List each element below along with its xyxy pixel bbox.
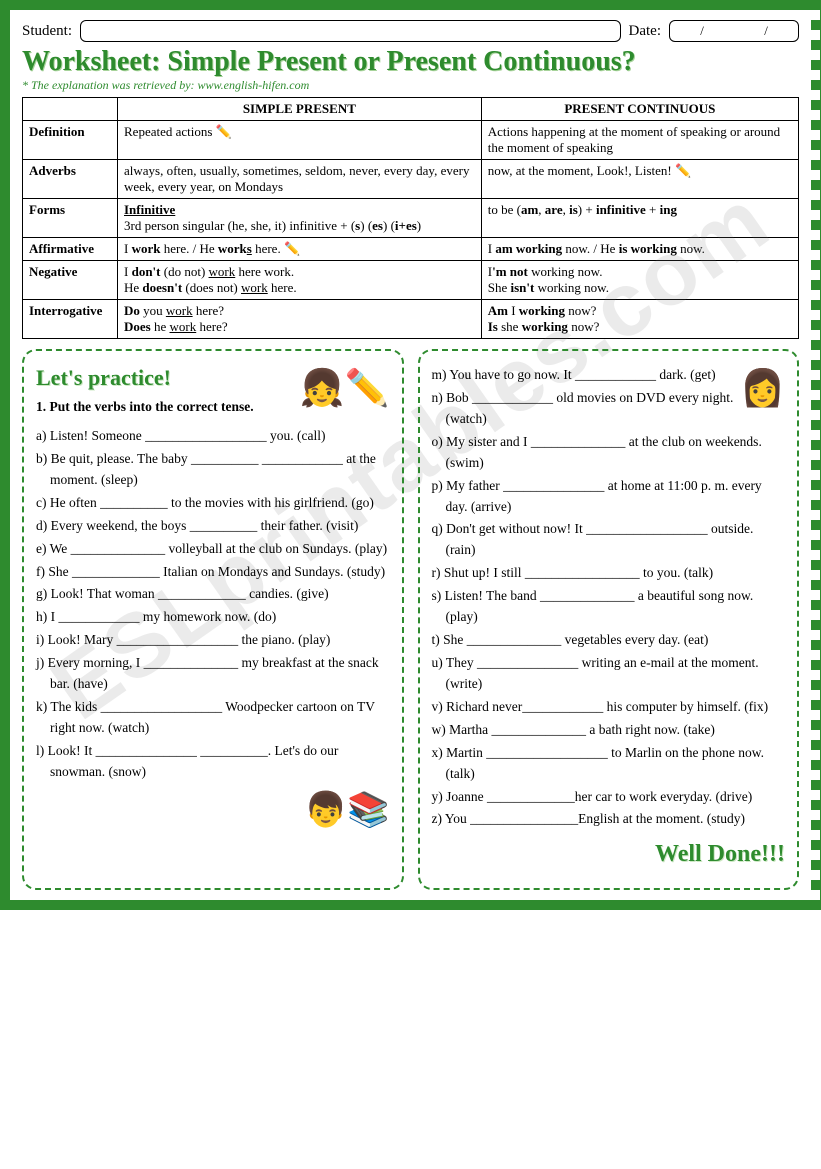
date-sep: /	[700, 23, 704, 39]
cell-simple: Infinitive3rd person singular (he, she, …	[118, 199, 482, 238]
worksheet-subtitle: * The explanation was retrieved by: www.…	[22, 78, 799, 93]
exercise-item: x) Martin __________________ to Marlin o…	[432, 743, 786, 785]
table-row: InterrogativeDo you work here?Does he wo…	[23, 300, 799, 339]
date-input[interactable]: / /	[669, 20, 799, 42]
row-label: Affirmative	[23, 238, 118, 261]
cell-continuous: I am working now. / He is working now.	[481, 238, 798, 261]
table-row: Adverbsalways, often, usually, sometimes…	[23, 160, 799, 199]
exercise-item: i) Look! Mary __________________ the pia…	[36, 630, 390, 651]
exercise-item: l) Look! It _______________ __________. …	[36, 741, 390, 783]
exercise-item: m) You have to go now. It ____________ d…	[432, 365, 786, 386]
well-done-text: Well Done!!!	[432, 836, 786, 873]
page-content: ESLprintables.com Student: Date: / / Wor…	[10, 10, 811, 900]
exercise-item: n) Bob ____________ old movies on DVD ev…	[432, 388, 786, 430]
row-label: Definition	[23, 121, 118, 160]
table-row: FormsInfinitive3rd person singular (he, …	[23, 199, 799, 238]
col-header-continuous: PRESENT CONTINUOUS	[481, 98, 798, 121]
cell-simple: Repeated actions ✏️	[118, 121, 482, 160]
cell-simple: always, often, usually, sometimes, seldo…	[118, 160, 482, 199]
date-sep: /	[764, 23, 768, 39]
exercise-item: q) Don't get without now! It ___________…	[432, 519, 786, 561]
page-frame: ESLprintables.com Student: Date: / / Wor…	[0, 0, 821, 910]
exercise-item: u) They _______________ writing an e-mai…	[432, 653, 786, 695]
exercise-item: t) She ______________ vegetables every d…	[432, 630, 786, 651]
exercise-item: o) My sister and I ______________ at the…	[432, 432, 786, 474]
exercise-item: b) Be quit, please. The baby __________ …	[36, 449, 390, 491]
practice-left-box: 👧✏️ Let's practice! 1. Put the verbs int…	[22, 349, 404, 890]
cell-continuous: now, at the moment, Look!, Listen! ✏️	[481, 160, 798, 199]
col-header-simple: SIMPLE PRESENT	[118, 98, 482, 121]
table-row: DefinitionRepeated actions ✏️Actions hap…	[23, 121, 799, 160]
exercise-item: j) Every morning, I ______________ my br…	[36, 653, 390, 695]
row-label: Negative	[23, 261, 118, 300]
table-row: AffirmativeI work here. / He works here.…	[23, 238, 799, 261]
practice-right-box: 👩 m) You have to go now. It ____________…	[418, 349, 800, 890]
header-row: Student: Date: / /	[22, 20, 799, 42]
exercise-item: a) Listen! Someone __________________ yo…	[36, 426, 390, 447]
exercise-item: y) Joanne _____________her car to work e…	[432, 787, 786, 808]
exercise-item: c) He often __________ to the movies wit…	[36, 493, 390, 514]
cell-continuous: Actions happening at the moment of speak…	[481, 121, 798, 160]
cell-continuous: I'm not working now.She isn't working no…	[481, 261, 798, 300]
table-corner	[23, 98, 118, 121]
exercise-item: v) Richard never____________ his compute…	[432, 697, 786, 718]
date-label: Date:	[629, 23, 661, 40]
table-row: NegativeI don't (do not) work here work.…	[23, 261, 799, 300]
exercise-item: k) The kids __________________ Woodpecke…	[36, 697, 390, 739]
cell-simple: I work here. / He works here. ✏️	[118, 238, 482, 261]
exercise-item: z) You ________________English at the mo…	[432, 809, 786, 830]
exercise-item: g) Look! That woman _____________ candie…	[36, 584, 390, 605]
girl-writing-icon: 👧✏️	[300, 361, 390, 417]
exercise-item: p) My father _______________ at home at …	[432, 476, 786, 518]
cell-simple: Do you work here?Does he work here?	[118, 300, 482, 339]
student-input[interactable]	[80, 20, 621, 42]
cell-continuous: to be (am, are, is) + infinitive + ing	[481, 199, 798, 238]
exercise-item: d) Every weekend, the boys __________ th…	[36, 516, 390, 537]
student-label: Student:	[22, 23, 72, 40]
exercise-item: f) She _____________ Italian on Mondays …	[36, 562, 390, 583]
cell-continuous: Am I working now?Is she working now?	[481, 300, 798, 339]
exercise-item: s) Listen! The band ______________ a bea…	[432, 586, 786, 628]
girl-sitting-icon: 👩	[740, 361, 785, 417]
row-label: Interrogative	[23, 300, 118, 339]
exercise-item: e) We ______________ volleyball at the c…	[36, 539, 390, 560]
exercise-item: h) I ____________ my homework now. (do)	[36, 607, 390, 628]
row-label: Forms	[23, 199, 118, 238]
table-header-row: SIMPLE PRESENT PRESENT CONTINUOUS	[23, 98, 799, 121]
row-label: Adverbs	[23, 160, 118, 199]
practice-columns: 👧✏️ Let's practice! 1. Put the verbs int…	[22, 349, 799, 890]
exercise-item: r) Shut up! I still _________________ to…	[432, 563, 786, 584]
cell-simple: I don't (do not) work here work.He doesn…	[118, 261, 482, 300]
grammar-table: SIMPLE PRESENT PRESENT CONTINUOUS Defini…	[22, 97, 799, 339]
worksheet-title: Worksheet: Simple Present or Present Con…	[22, 46, 799, 78]
boy-desk-icon: 👦📚	[36, 785, 390, 838]
exercise-item: w) Martha ______________ a bath right no…	[432, 720, 786, 741]
